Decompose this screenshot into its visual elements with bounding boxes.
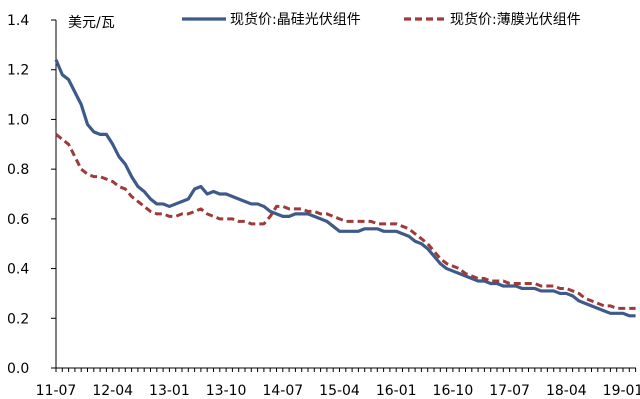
- series-line-thin-film: [55, 133, 636, 310]
- x-axis: 11-07 12-04 13-01 13-10 14-07 15-04 16-01 16-10…: [36, 367, 640, 399]
- series-layer: [54, 59, 636, 318]
- legend: 现货价:晶硅光伏组件 现货价:薄膜光伏组件: [182, 11, 581, 28]
- x-tick-label: 16-10: [433, 383, 474, 399]
- y-tick-label: 0.0: [7, 361, 29, 377]
- x-tick-label: 17-07: [489, 383, 530, 399]
- legend-label: 现货价:薄膜光伏组件: [450, 11, 581, 28]
- y-tick-label: 0.8: [7, 162, 29, 178]
- x-tick-label: 15-04: [319, 383, 360, 399]
- x-tick-label: 14-07: [262, 383, 303, 399]
- y-tick-label: 1.4: [7, 13, 29, 29]
- x-tick-label: 13-01: [149, 383, 190, 399]
- series-line-crystalline-silicon: [54, 59, 636, 318]
- y-axis: 0.0 0.2 0.4 0.6 0.8 1.0 1.2 1.4: [7, 13, 57, 377]
- y-tick-label: 1.0: [7, 112, 29, 128]
- y-tick-label: 0.6: [7, 212, 29, 228]
- y-axis-unit-label: 美元/瓦: [68, 15, 115, 31]
- x-tick-label: 16-01: [376, 383, 417, 399]
- y-tick-label: 0.4: [7, 262, 29, 278]
- x-tick-label: 13-10: [206, 383, 247, 399]
- x-tick-label: 18-04: [546, 383, 587, 399]
- legend-label: 现货价:晶硅光伏组件: [230, 11, 361, 28]
- y-tick-label: 0.2: [7, 311, 29, 327]
- x-tick-label: 12-04: [92, 383, 133, 399]
- x-tick-label: 19-01: [603, 383, 640, 399]
- x-tick-label: 11-07: [36, 383, 77, 399]
- y-tick-label: 1.2: [7, 63, 29, 79]
